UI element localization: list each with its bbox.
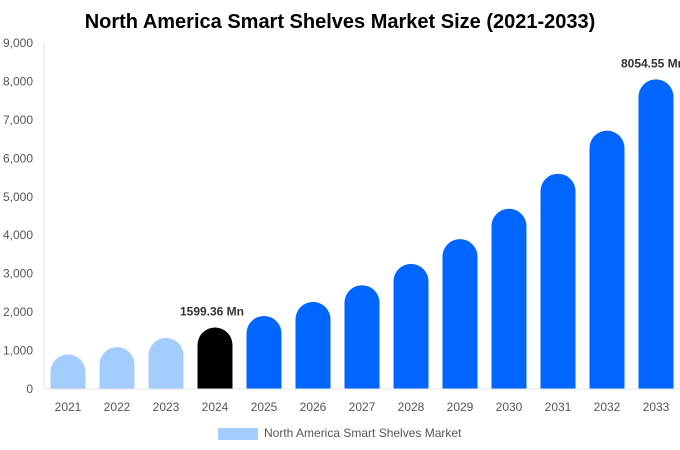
bar-2033 <box>638 79 674 390</box>
bar-2032 <box>589 130 625 390</box>
bar-2021 <box>50 354 86 389</box>
x-tick-label: 2028 <box>398 400 425 414</box>
data-label: 8054.55 Mn <box>621 56 680 70</box>
bar-2022 <box>99 347 135 389</box>
y-axis: 0 1,000 2,000 3,000 4,000 5,000 6,000 7,000 8,00… <box>3 36 45 396</box>
legend-swatch <box>218 428 258 440</box>
bar-2029 <box>442 239 478 389</box>
x-tick-label: 2022 <box>104 400 131 414</box>
x-tick-label: 2027 <box>349 400 376 414</box>
bars: 1599.36 Mn 8054.55 Mn <box>50 56 680 390</box>
x-axis: 2021 2022 2023 2024 2025 2026 2027 2028 2029 2030… <box>44 388 680 414</box>
bar-2023 <box>148 337 184 389</box>
y-tick-label: 8,000 <box>3 74 33 88</box>
x-tick-label: 2026 <box>300 400 327 414</box>
y-tick-label: 4,000 <box>3 228 33 242</box>
y-tick-label: 3,000 <box>3 267 33 281</box>
x-tick-label: 2033 <box>643 400 670 414</box>
bar-2031 <box>540 173 576 389</box>
bar-2030 <box>491 208 527 389</box>
y-tick-label: 1,000 <box>3 344 33 358</box>
x-tick-label: 2024 <box>202 400 229 414</box>
x-tick-label: 2025 <box>251 400 278 414</box>
x-tick-label: 2032 <box>594 400 621 414</box>
bar-2025 <box>246 315 282 389</box>
data-label: 1599.36 Mn <box>180 305 244 319</box>
x-tick-label: 2023 <box>153 400 180 414</box>
x-tick-label: 2021 <box>55 400 82 414</box>
x-tick-label: 2031 <box>545 400 572 414</box>
bar-2024 <box>197 327 233 389</box>
bar-2027 <box>344 285 380 389</box>
y-tick-label: 5,000 <box>3 190 33 204</box>
y-tick-label: 0 <box>26 382 33 396</box>
y-tick-label: 6,000 <box>3 151 33 165</box>
bar-2026 <box>295 301 331 389</box>
x-tick-label: 2029 <box>447 400 474 414</box>
y-tick-label: 9,000 <box>3 36 33 50</box>
chart-title: North America Smart Shelves Market Size … <box>85 11 596 33</box>
legend-label: North America Smart Shelves Market <box>264 426 462 440</box>
x-tick-label: 2030 <box>496 400 523 414</box>
bar-2028 <box>393 263 429 389</box>
legend: North America Smart Shelves Market <box>218 426 462 440</box>
y-tick-label: 2,000 <box>3 305 33 319</box>
y-tick-label: 7,000 <box>3 113 33 127</box>
